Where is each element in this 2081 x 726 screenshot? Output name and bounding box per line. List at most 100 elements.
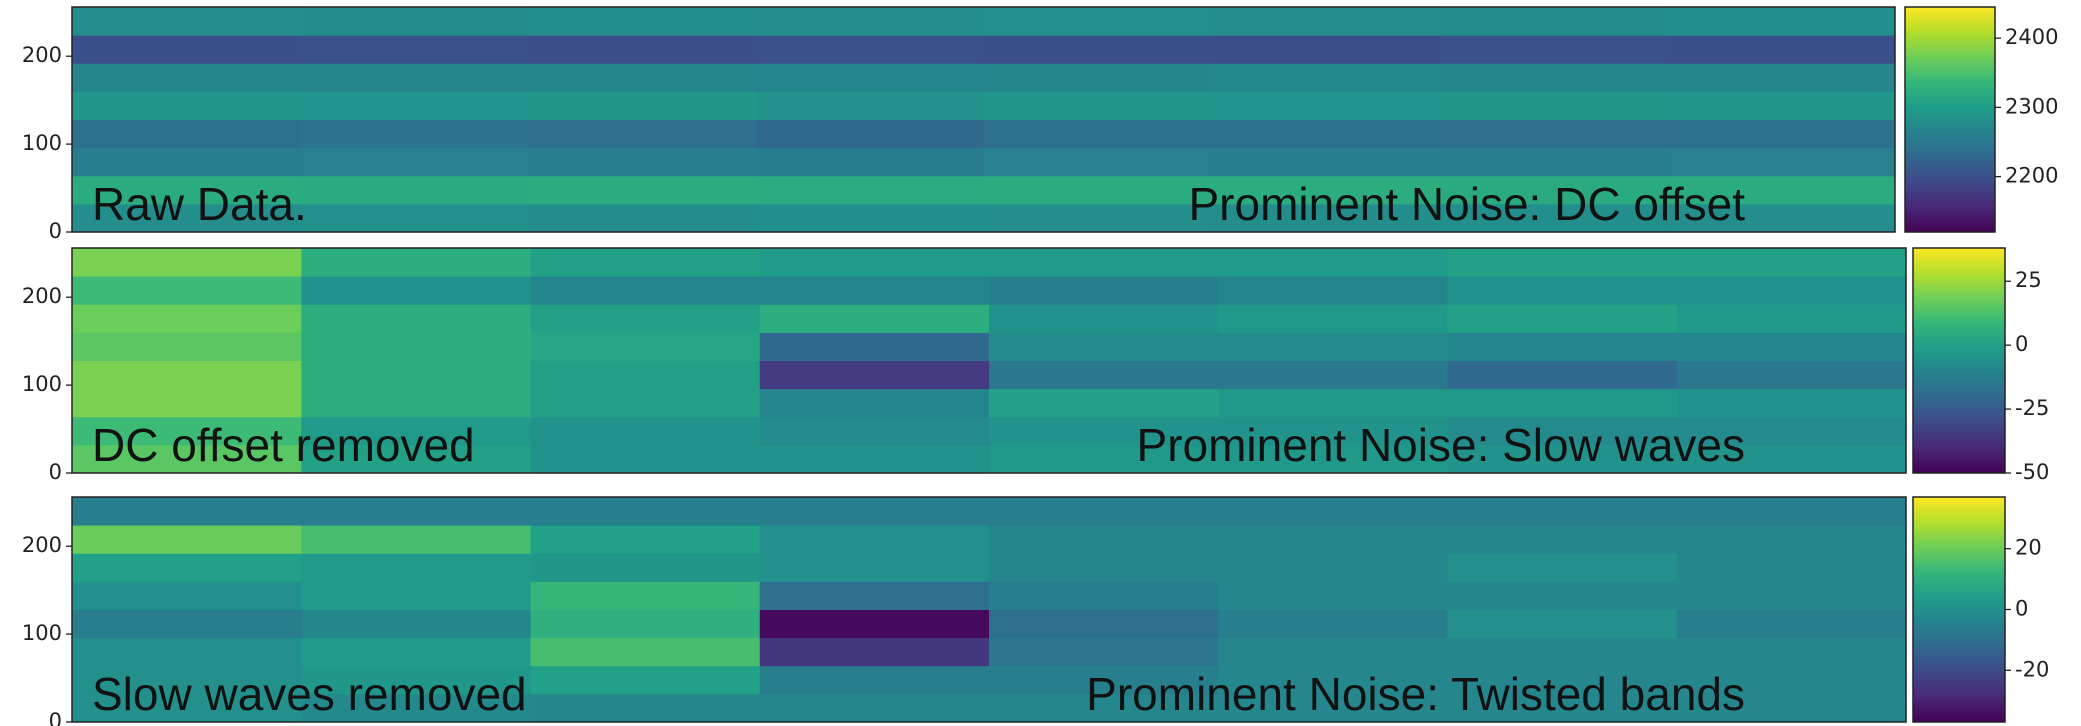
heatmap-cell [530,609,761,639]
colorbar-tick-label: 2300 [2005,94,2058,118]
heatmap-cell [755,147,984,177]
heatmap-cell [299,91,529,120]
heatmap-cell [1447,304,1678,333]
heatmap-cell [299,175,529,205]
heatmap-cell [299,203,529,233]
heatmap-cell [759,637,990,667]
heatmap-cell [759,276,990,305]
y-tick-label: 0 [49,460,62,484]
heatmap-cell [299,147,529,177]
heatmap-cell [1447,444,1678,474]
heatmap-cell [989,693,1219,723]
heatmap-cell [983,203,1212,233]
heatmap-cell [1667,35,1896,64]
heatmap-cell [1667,175,1896,205]
heatmap-cell [755,119,984,149]
colorbar-tick-label: -20 [2015,657,2049,681]
heatmap-cell [759,360,990,390]
heatmap-cell [72,444,302,474]
heatmap-cell [72,497,302,526]
heatmap-cell [301,693,531,723]
heatmap-cell [1676,444,1907,474]
heatmap-cell [301,637,531,667]
heatmap-cell [983,63,1212,92]
heatmap-cell [989,665,1219,695]
heatmap-cell [301,304,531,333]
heatmap-cell [1447,497,1678,526]
heatmap-cell [989,553,1219,582]
heatmap-cell [1211,119,1440,149]
heatmap-cell [1447,637,1678,667]
heatmap-cell [1676,497,1907,526]
heatmap-cell [1218,332,1448,361]
heatmap-cell [1447,665,1678,695]
heatmap-cell [1211,7,1440,36]
heatmap-cell [72,119,301,149]
annotation: DC offset removed [92,419,475,471]
heatmap-cell [301,525,531,554]
heatmap-cell [983,119,1212,149]
heatmap-cell [530,332,761,361]
heatmap-cell [1218,525,1448,554]
heatmap-cell [1676,637,1907,667]
heatmap-cell [1218,637,1448,667]
heatmap-cell [1676,693,1907,723]
heatmap-cell [527,63,757,92]
heatmap-cell [983,7,1212,36]
heatmap-cell [1439,91,1668,120]
heatmap-cell [989,332,1219,361]
heatmap-cell [989,497,1219,526]
colorbar-tick-label: 0 [2015,332,2028,356]
heatmap-cell [527,175,757,205]
heatmap-cell [530,497,761,526]
heatmap-cell [989,248,1219,277]
heatmap-cell [1676,609,1907,639]
heatmap-cell [72,147,301,177]
heatmap-cell [1676,525,1907,554]
heatmap-cell [1211,63,1440,92]
heatmap-cell [1218,388,1448,418]
heatmap-cell [301,497,531,526]
heatmap-cell [72,637,302,667]
heatmap-cell [1439,7,1668,36]
heatmap-cell [299,63,529,92]
colorbar-tick-label: 20 [2015,536,2042,560]
annotation: Slow waves removed [92,668,527,720]
heatmap-cell [759,581,990,610]
heatmap-cell [989,388,1219,418]
heatmap-cell [759,444,990,474]
colorbar-tick-label: 2200 [2005,164,2058,188]
heatmap-cell [530,276,761,305]
heatmap-cell [1211,147,1440,177]
heatmap-cell [1447,276,1678,305]
heatmap-cell [301,276,531,305]
heatmap-cell [759,609,990,639]
heatmap-cell [72,665,302,695]
heatmap-cell [1676,276,1907,305]
heatmap-cell [299,7,529,36]
heatmap-cell [1218,444,1448,474]
heatmap-cell [1676,304,1907,333]
y-tick-label: 200 [22,533,62,557]
heatmap-cell [983,35,1212,64]
heatmap-cell [1676,665,1907,695]
heatmap-cell [989,609,1219,639]
heatmap-cell [301,248,531,277]
heatmap-cell [72,360,302,390]
heatmap-cell [1439,35,1668,64]
heatmap-cell [527,7,757,36]
heatmap-cell [989,276,1219,305]
heatmap-cell [530,304,761,333]
heatmap-cell [755,91,984,120]
heatmap-cell [1667,91,1896,120]
heatmap-cell [759,304,990,333]
heatmap-cell [299,35,529,64]
heatmap-cell [530,581,761,610]
heatmap-cell [1676,360,1907,390]
annotation: Prominent Noise: Slow waves [1137,419,1745,471]
heatmap-cell [530,416,761,446]
heatmap-cell [759,553,990,582]
heatmap-cell [1447,332,1678,361]
plot-frame [71,6,1896,233]
